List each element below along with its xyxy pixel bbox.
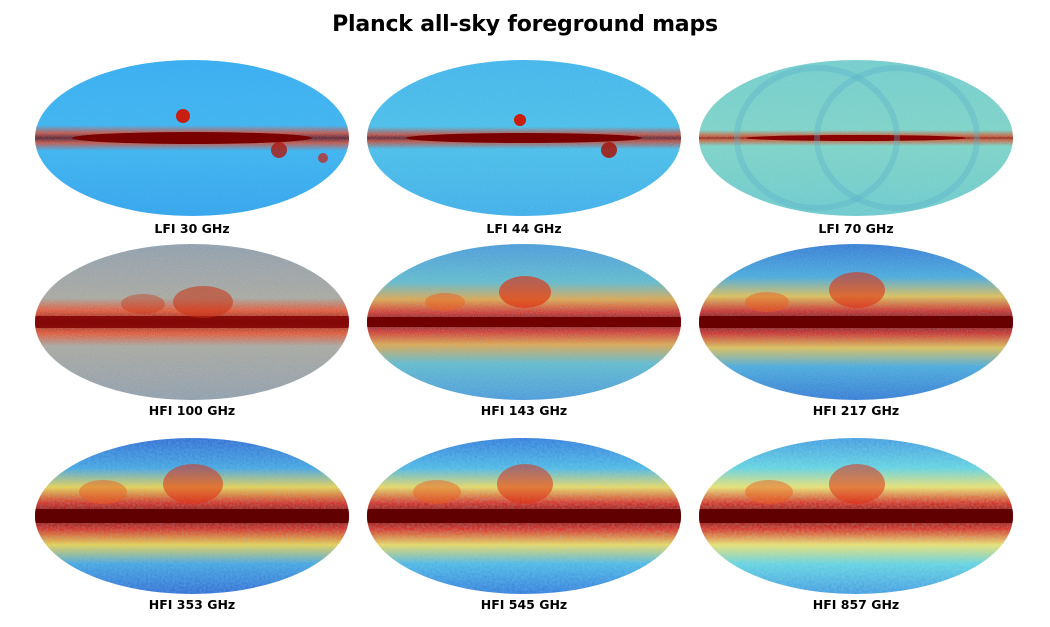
map-label-lfi-44: LFI 44 GHz [486, 221, 562, 236]
sky-map-lfi-70 [697, 58, 1015, 218]
map-label-hfi-545: HFI 545 GHz [480, 597, 568, 612]
map-label-lfi-30: LFI 30 GHz [154, 221, 230, 236]
sky-map-hfi-353 [33, 436, 351, 596]
map-label-hfi-353: HFI 353 GHz [148, 597, 236, 612]
map-label-hfi-217: HFI 217 GHz [812, 403, 900, 418]
sky-map-hfi-857 [697, 436, 1015, 596]
page-title: Planck all-sky foreground maps [332, 12, 718, 37]
map-label-hfi-100: HFI 100 GHz [148, 403, 236, 418]
map-label-lfi-70: LFI 70 GHz [818, 221, 894, 236]
map-label-hfi-857: HFI 857 GHz [812, 597, 900, 612]
sky-map-hfi-143 [365, 242, 683, 402]
sky-map-hfi-100 [33, 242, 351, 402]
sky-map-hfi-217 [697, 242, 1015, 402]
sky-map-lfi-30 [33, 58, 351, 218]
sky-map-hfi-545 [365, 436, 683, 596]
map-label-hfi-143: HFI 143 GHz [480, 403, 568, 418]
sky-map-lfi-44 [365, 58, 683, 218]
